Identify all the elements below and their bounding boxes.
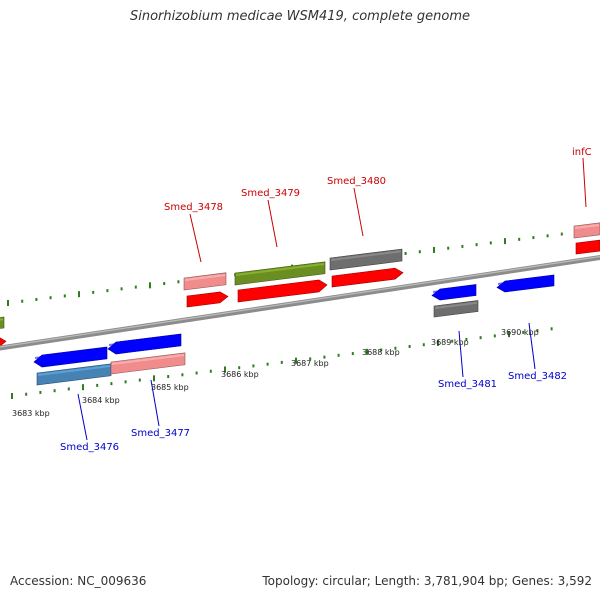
gene-labels: Smed_3478 Smed_3479 Smed_3480 infC Smed_3476… [60,147,592,453]
gene-feature-rev-pink-3477[interactable] [110,352,186,375]
gene-feature-fwd-red-stub-left[interactable] [0,337,7,348]
gene-feature-fwd-pink-infc[interactable] [573,222,600,239]
label-callout-lines [77,157,587,441]
gene-arrow-highlight [235,263,325,276]
accession-label: Accession: NC_009636 [10,574,147,588]
gene-arrow-body [237,279,328,303]
gene-feature-rev-steelblue-3476[interactable] [36,363,112,386]
gene-arrow-highlight [332,269,396,279]
gene-feature-fwd-gray-3480[interactable] [329,248,403,271]
gene-feature-fwd-red-3479[interactable] [237,279,328,303]
label-callout-line [458,330,464,378]
label-callout-line [150,379,160,427]
gene-arrow-highlight [576,241,600,246]
gene-arrow-body [331,267,404,288]
scale-tick-label: 3689 kbp [431,338,469,347]
label-callout-line [582,157,587,208]
gene-label-Smed_3477[interactable]: Smed_3477 [131,428,190,439]
gene-label-Smed_3482[interactable]: Smed_3482 [508,371,567,382]
scale-tick-label: 3685 kbp [151,383,189,392]
gene-label-Smed_3478[interactable]: Smed_3478 [164,202,223,213]
label-callout-line [189,213,202,263]
gene-arrow-highlight [238,281,320,293]
map-title: Sinorhizobium medicae WSM419, complete g… [129,9,471,24]
scale-tick-label: 3690 kbp [501,328,539,337]
gene-label-Smed_3480[interactable]: Smed_3480 [327,176,386,187]
gene-label-Smed_3481[interactable]: Smed_3481 [438,379,497,390]
backbone-highlight [0,255,600,348]
gene-arrow-body [0,337,7,347]
gene-arrow-highlight [187,293,221,299]
label-callout-line [77,393,88,441]
scale-tick-label: 3684 kbp [82,396,120,405]
gene-arrow-highlight [574,224,600,229]
gene-arrow-body [186,291,229,308]
gene-arrow-highlight [184,274,226,281]
label-callout-line [353,187,364,237]
lower-scale-ticks [11,327,553,399]
gene-label-infC[interactable]: infC [572,147,592,158]
scale-tick-label: 3683 kbp [12,409,50,418]
gene-label-Smed_3479[interactable]: Smed_3479 [241,188,300,199]
gene-arrow-highlight [434,301,478,309]
genome-summary-label: Topology: circular; Length: 3,781,904 bp… [262,574,592,588]
gene-arrow-highlight [330,250,402,261]
gene-feature-rev-blue-3476[interactable] [33,346,108,368]
gene-feature-rev-blue-3481[interactable] [431,284,477,301]
gene-arrow-highlight [34,348,107,359]
genome-backbone [0,254,600,351]
gene-arrow-highlight [0,318,4,321]
gene-feature-rev-gray-3481[interactable] [433,300,479,318]
label-callout-line [528,322,536,370]
gene-arrow-highlight [108,335,181,346]
gene-feature-fwd-olive-3479[interactable] [234,261,326,286]
gene-label-Smed_3476[interactable]: Smed_3476 [60,442,119,453]
gene-feature-fwd-pink-3478[interactable] [183,272,227,291]
gene-feature-fwd-red-3480[interactable] [331,267,404,288]
scale-tick-label: 3686 kbp [221,370,259,379]
gene-feature-rev-blue-3477[interactable] [107,333,182,355]
gene-arrow-highlight [37,365,111,376]
gene-arrow-highlight [111,354,185,365]
scale-tick-labels: 3683 kbp 3684 kbp 3685 kbp 3686 kbp 3687 kbp… [12,328,539,418]
gene-feature-rev-blue-3482[interactable] [496,274,555,293]
scale-tick-label: 3687 kbp [291,359,329,368]
gene-feature-fwd-red-infc[interactable] [575,239,600,255]
features-above-backbone [0,222,600,348]
backbone-line [0,254,600,351]
gene-arrow-highlight [432,285,476,293]
gene-feature-fwd-olive-stub-left[interactable] [0,316,5,329]
label-callout-line [267,199,278,248]
gene-arrow-highlight [497,276,554,285]
features-below-backbone [33,274,555,386]
scale-tick-label: 3688 kbp [362,348,400,357]
gene-feature-fwd-red-3478[interactable] [186,291,229,308]
